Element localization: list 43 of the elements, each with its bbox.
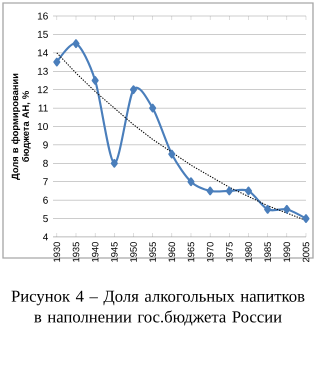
x-tick-label: 1985 <box>264 242 271 262</box>
point <box>244 186 252 196</box>
x-tick-label: 1965 <box>188 242 194 262</box>
y-tick-label: 9 <box>43 141 48 148</box>
y-tick-label: 8 <box>43 160 48 167</box>
y-axis-title: Доля в формировании бюджета АН, % <box>11 74 31 180</box>
point <box>53 58 60 66</box>
point <box>206 186 214 196</box>
x-tick-label: 1930 <box>54 242 60 262</box>
point <box>92 76 99 85</box>
x-tick-label: 1980 <box>245 242 252 262</box>
point <box>168 150 176 159</box>
point <box>149 104 156 112</box>
point <box>264 204 272 214</box>
y-tick-label: 15 <box>38 30 48 38</box>
x-tick-label: 1960 <box>168 242 176 262</box>
x-tick-label: 1955 <box>149 242 156 262</box>
y-tick-label: 4 <box>42 234 48 240</box>
point <box>226 186 233 196</box>
y-tick-label: 16 <box>38 12 48 20</box>
point <box>302 214 310 223</box>
y-tick-label: 12 <box>38 86 48 94</box>
x-tick-label: 1975 <box>226 242 233 262</box>
y-tick-label: 7 <box>43 178 48 186</box>
y-tick-label: 14 <box>38 49 48 56</box>
y-tick-label: 10 <box>38 122 48 130</box>
text: Рисунок 4 – Доля алкогольных напитков в наполнении гос.бюджета России <box>11 290 304 326</box>
x-tick-label: 1935 <box>72 242 80 262</box>
x-tick-label: 1940 <box>92 242 98 262</box>
point <box>72 39 80 48</box>
x-tick-label: 1990 <box>284 242 290 262</box>
y-tick-label: 5 <box>43 215 48 222</box>
x-tick-label: 1945 <box>111 242 118 262</box>
y-tick-label: 6 <box>43 196 48 204</box>
x-tick-label: 2005 <box>302 242 310 262</box>
point <box>130 85 138 94</box>
point <box>187 177 195 186</box>
y-tick-label: 13 <box>38 68 48 75</box>
x-tick-label: 1950 <box>130 242 137 262</box>
point <box>110 158 118 168</box>
y-tick-label: 11 <box>38 104 48 112</box>
x-tick-label: 1970 <box>206 242 214 262</box>
point <box>283 204 290 214</box>
